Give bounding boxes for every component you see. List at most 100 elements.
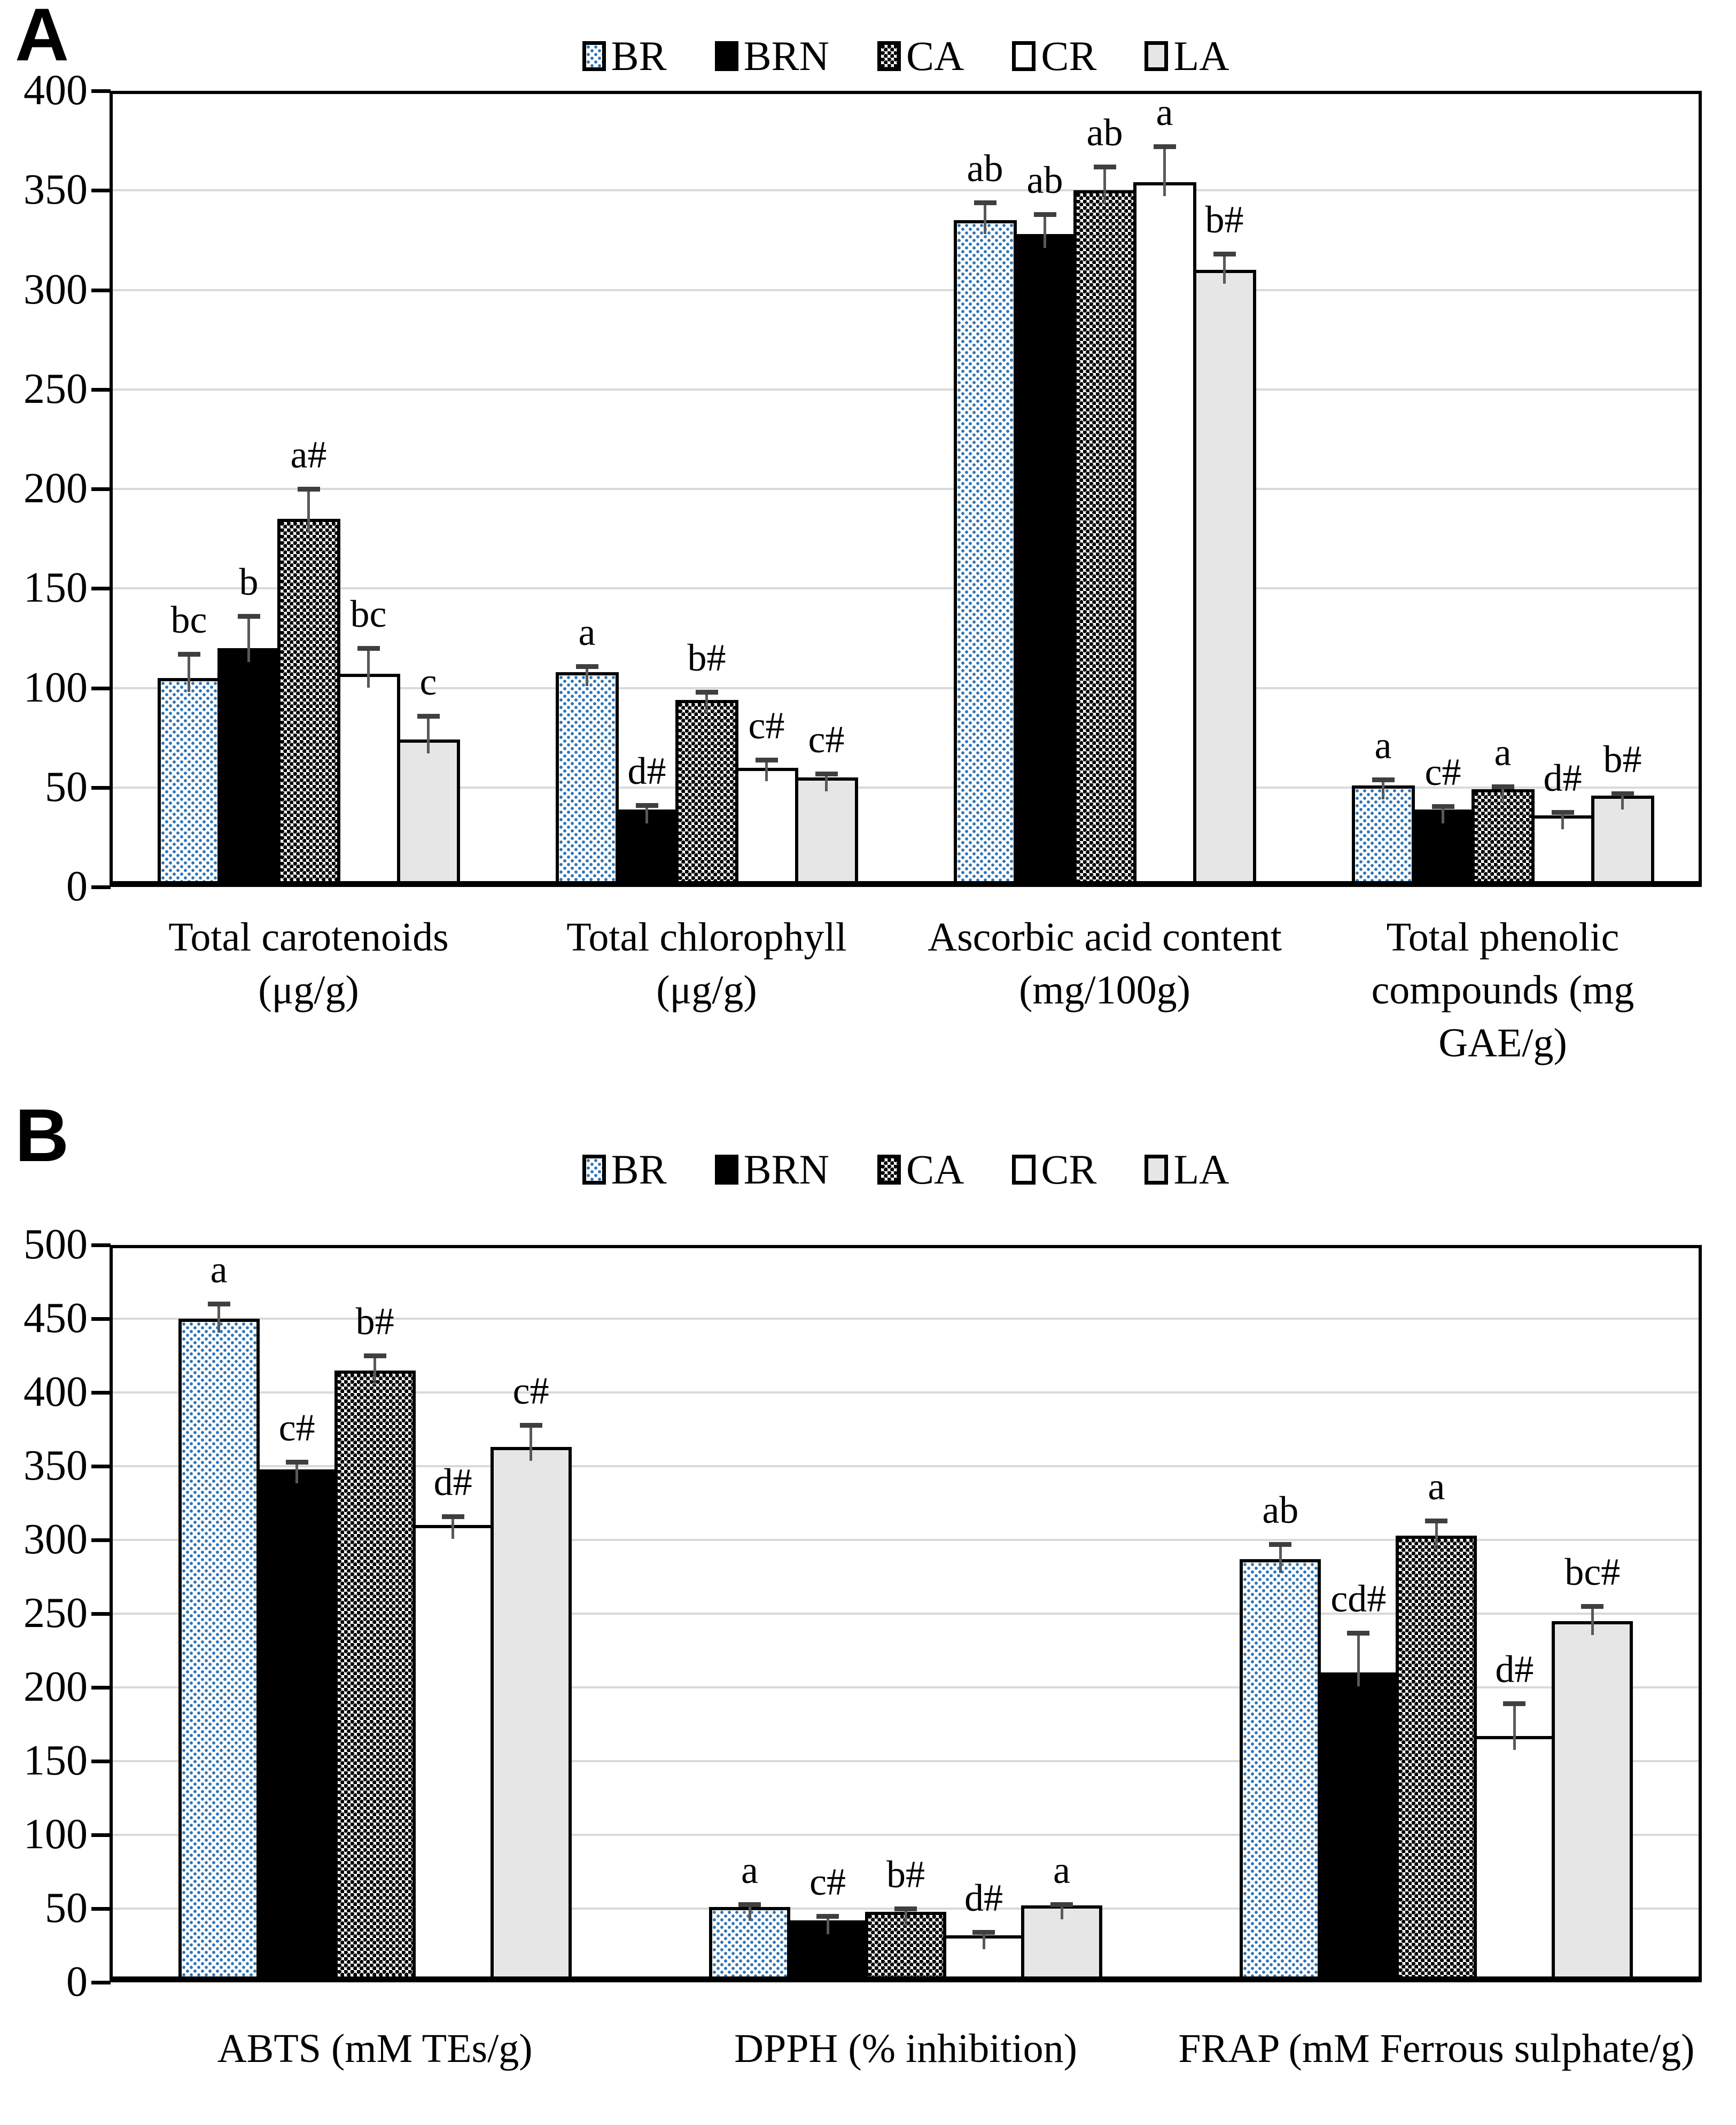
error-cap-panel-a-c3-brn: [1431, 804, 1454, 809]
error-cap-panel-a-c1-ca: [695, 689, 718, 695]
panel-a-y-tick-400: [91, 89, 111, 93]
panel-b-y-tick-200: [91, 1686, 111, 1690]
bar-panel-a-c0-ca: [277, 518, 340, 887]
panel-b-y-tick-450: [91, 1317, 111, 1321]
sig-letter-panel-a-c1-la: c#: [808, 718, 845, 761]
error-bar-panel-b-c0-la: [530, 1425, 533, 1461]
bar-panel-b-c1-ca: [865, 1911, 946, 1982]
legend-item-la: LA: [1145, 1149, 1229, 1190]
sig-letter-panel-b-c1-la: a: [1053, 1848, 1070, 1892]
sig-letter-panel-a-c3-la: b#: [1603, 737, 1642, 781]
panel-a-y-tick-350: [91, 189, 111, 193]
bar-panel-b-c1-la: [1021, 1905, 1102, 1982]
sig-letter-panel-b-c0-ca: b#: [355, 1300, 394, 1343]
error-cap-panel-a-c2-br: [974, 200, 997, 205]
legend-label-cr: CR: [1041, 33, 1097, 79]
error-bar-panel-a-c2-ca: [1103, 166, 1106, 205]
panel-a-category-label-1: Total chlorophyll (μg/g): [566, 915, 847, 1013]
error-cap-panel-b-c2-cr: [1503, 1701, 1526, 1707]
panel-a-gridline-350: [113, 189, 1699, 192]
error-cap-panel-b-c0-br: [207, 1302, 230, 1307]
error-bar-panel-a-c1-brn: [645, 805, 648, 823]
sig-letter-panel-a-c0-br: bc: [170, 598, 207, 642]
panel-a-gridline-300: [113, 289, 1699, 291]
sig-letter-panel-b-c2-cr: d#: [1495, 1648, 1534, 1691]
bar-panel-b-c2-cr: [1474, 1736, 1555, 1982]
error-cap-panel-a-c3-ca: [1491, 784, 1514, 789]
error-cap-panel-b-c0-cr: [441, 1514, 464, 1519]
error-bar-panel-a-c3-cr: [1561, 812, 1564, 829]
bar-panel-b-c0-brn: [256, 1469, 338, 1982]
panel-b-y-tick-label-300: 300: [24, 1516, 88, 1563]
bar-panel-a-c2-cr: [1133, 182, 1196, 887]
error-cap-panel-b-c2-la: [1581, 1604, 1604, 1609]
panel-b-y-tick-250: [91, 1612, 111, 1616]
panel-b-y-tick-50: [91, 1907, 111, 1911]
panel-b-y-tick-100: [91, 1833, 111, 1837]
bar-panel-b-c0-ca: [334, 1370, 416, 1982]
panel-b-y-tick-300: [91, 1538, 111, 1542]
error-cap-panel-b-c0-brn: [285, 1459, 308, 1465]
panel-a-y-tick-label-50: 50: [45, 763, 88, 811]
sig-letter-panel-a-c3-brn: c#: [1424, 751, 1461, 794]
legend-swatch-brn: [714, 41, 738, 71]
panel-a-y-tick-label-100: 100: [24, 664, 88, 711]
sig-letter-panel-a-c1-ca: b#: [687, 636, 726, 679]
bar-panel-a-c3-ca: [1471, 789, 1535, 887]
error-cap-panel-a-c2-cr: [1153, 144, 1176, 150]
legend-swatch-la: [1145, 41, 1169, 71]
legend-item-brn: BRN: [714, 35, 829, 77]
legend-swatch-cr: [1012, 41, 1036, 71]
legend-item-la: LA: [1145, 35, 1229, 77]
error-cap-panel-b-c1-brn: [816, 1913, 839, 1919]
error-bar-panel-a-c1-cr: [765, 759, 768, 782]
error-bar-panel-b-c0-cr: [451, 1516, 455, 1539]
bar-panel-a-c3-la: [1591, 795, 1654, 887]
legend-swatch-brn: [714, 1155, 738, 1185]
error-bar-panel-b-c0-br: [217, 1304, 221, 1333]
legend-label-ca: CA: [906, 33, 964, 79]
panel-b-gridline-450: [113, 1318, 1699, 1320]
legend-label-ca: CA: [906, 1146, 964, 1193]
panel-b-y-tick-0: [91, 1981, 111, 1984]
error-bar-panel-b-c1-br: [748, 1904, 751, 1921]
panel-b-letter: B: [15, 1093, 69, 1177]
legend-item-br: BR: [582, 1149, 667, 1190]
panel-a-y-tick-label-250: 250: [24, 365, 88, 412]
sig-letter-panel-b-c2-la: bc#: [1564, 1551, 1621, 1594]
panel-b-y-tick-label-0: 0: [66, 1958, 88, 2005]
panel-a-gridline-150: [113, 587, 1699, 590]
error-cap-panel-a-c0-br: [177, 652, 200, 657]
panel-a-y-tick-label-350: 350: [24, 166, 88, 214]
error-bar-panel-a-c0-la: [427, 715, 430, 754]
error-cap-panel-b-c2-br: [1269, 1542, 1292, 1547]
bar-panel-a-c3-br: [1351, 785, 1415, 887]
error-cap-panel-a-c2-ca: [1093, 164, 1116, 169]
bar-panel-b-c2-brn: [1318, 1672, 1399, 1982]
panel-a-category-label-2: Ascorbic acid content (mg/100g): [928, 915, 1282, 1013]
error-cap-panel-a-c0-brn: [237, 614, 260, 619]
panel-b-y-tick-150: [91, 1760, 111, 1763]
bar-panel-a-c2-br: [953, 220, 1017, 887]
sig-letter-panel-b-c1-ca: b#: [886, 1853, 925, 1896]
panel-b-y-tick-label-200: 200: [24, 1663, 88, 1710]
panel-a-y-tick-150: [91, 587, 111, 591]
bar-panel-b-c0-br: [178, 1319, 260, 1982]
panel-a-y-tick-label-150: 150: [24, 564, 88, 612]
panel-a-y-tick-100: [91, 686, 111, 690]
legend-label-la: LA: [1173, 1146, 1229, 1193]
error-bar-panel-a-c0-ca: [307, 489, 310, 533]
error-cap-panel-b-c1-cr: [972, 1930, 995, 1935]
error-bar-panel-b-c2-br: [1279, 1544, 1282, 1573]
error-bar-panel-a-c0-br: [188, 654, 190, 692]
legend-item-brn: BRN: [714, 1149, 829, 1190]
panel-b-gridline-400: [113, 1391, 1699, 1394]
error-bar-panel-a-c2-la: [1223, 254, 1226, 284]
error-cap-panel-a-c0-ca: [297, 487, 320, 492]
bar-panel-a-c0-br: [157, 678, 221, 887]
error-cap-panel-b-c0-la: [519, 1422, 542, 1428]
sig-letter-panel-a-c1-br: a: [578, 610, 596, 653]
sig-letter-panel-b-c1-br: a: [741, 1848, 758, 1892]
legend-label-br: BR: [611, 1146, 667, 1193]
